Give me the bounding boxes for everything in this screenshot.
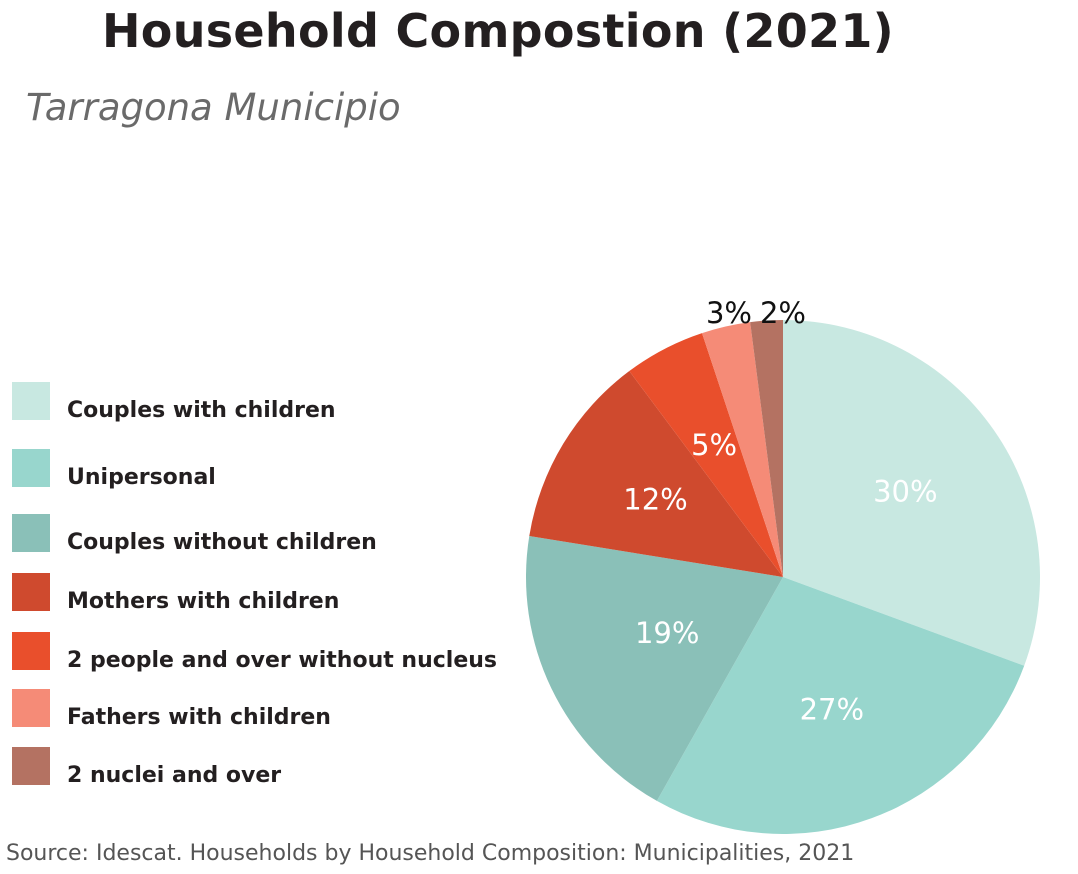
legend-label: Unipersonal <box>67 465 216 490</box>
legend-label: 2 people and over without nucleus <box>67 648 497 673</box>
legend-swatch <box>12 382 50 420</box>
legend-item: Fathers with children <box>12 689 522 730</box>
slice-data-label: 3% <box>706 296 752 330</box>
legend-label: Fathers with children <box>67 705 331 730</box>
slice-data-label: 19% <box>635 616 699 650</box>
pie-slice <box>529 371 783 577</box>
slice-data-label: 12% <box>623 483 687 517</box>
pie-slice <box>783 320 1041 666</box>
pie-slice <box>525 535 783 801</box>
legend-item: Unipersonal <box>12 449 522 490</box>
pie-slice <box>702 322 783 577</box>
legend-swatch <box>12 632 50 670</box>
legend-swatch <box>12 689 50 727</box>
slice-data-label: 2% <box>760 296 806 330</box>
pie-slice <box>750 320 783 577</box>
legend-label: Couples without children <box>67 530 377 555</box>
legend-label: Couples with children <box>67 398 336 423</box>
slice-data-label: 27% <box>800 693 864 727</box>
chart-title: Household Compostion (2021) <box>102 4 894 58</box>
legend-item: Mothers with children <box>12 573 522 614</box>
legend-swatch <box>12 747 50 785</box>
legend-label: 2 nuclei and over <box>67 763 282 788</box>
pie-slice <box>656 577 1025 835</box>
slice-data-label: 5% <box>691 428 737 462</box>
pie-slice <box>629 333 783 577</box>
legend-item: Couples with children <box>12 382 522 423</box>
legend-item: 2 people and over without nucleus <box>12 632 522 673</box>
slice-data-label: 30% <box>873 475 937 509</box>
legend-swatch <box>12 514 50 552</box>
chart-subtitle: Tarragona Municipio <box>26 86 401 129</box>
legend-label: Mothers with children <box>67 589 340 614</box>
legend-swatch <box>12 449 50 487</box>
legend-swatch <box>12 573 50 611</box>
legend-item: 2 nuclei and over <box>12 747 522 788</box>
source-note: Source: Idescat. Households by Household… <box>6 841 855 866</box>
legend-item: Couples without children <box>12 514 522 555</box>
